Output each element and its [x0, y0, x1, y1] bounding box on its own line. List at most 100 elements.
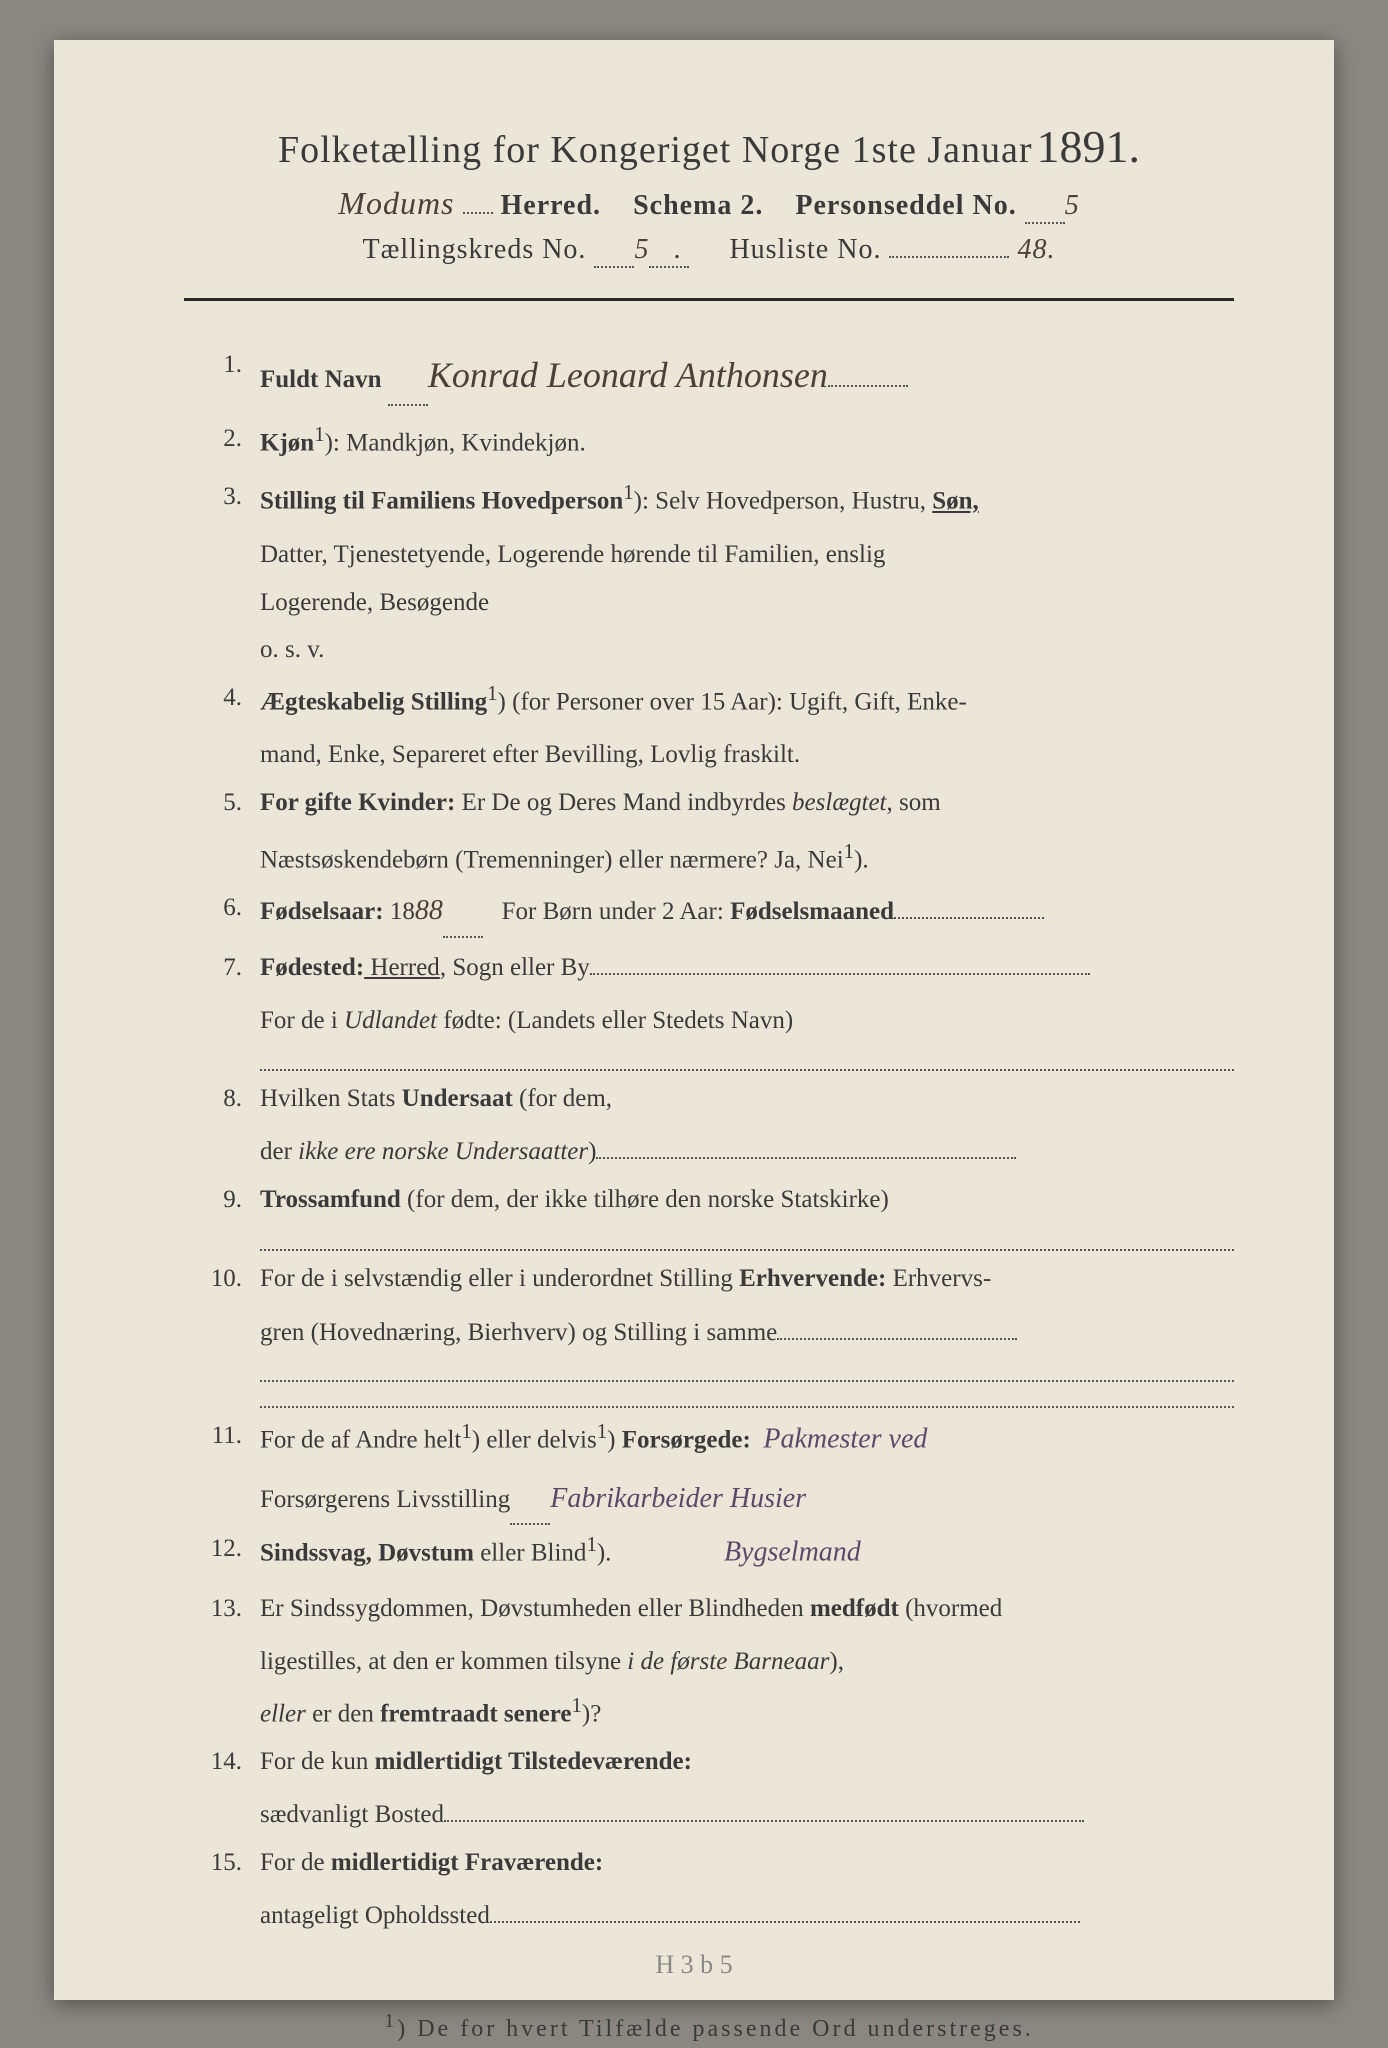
text: (for dem, der ikke tilhøre den norske St…: [401, 1186, 889, 1213]
bottom-annotation: H 3 b 5: [655, 1950, 732, 1980]
text: (for dem,: [513, 1085, 612, 1112]
field-2: 2. Kjøn1): Mandkjøn, Kvindekjøn.: [184, 415, 1234, 467]
dotted-fill: [510, 1476, 550, 1526]
field-num: 14.: [184, 1738, 260, 1786]
hand-value-3: Bygselmand: [724, 1537, 861, 1568]
field-11-line2: Forsørgerens Livsstilling Fabrikarbeider…: [184, 1472, 1234, 1526]
field-label: Fødselsaar:: [260, 898, 384, 925]
year-prefix: 18: [384, 898, 415, 925]
dotted-fill: [444, 1820, 1084, 1822]
footnote: 1) De for hvert Tilfælde passende Ord un…: [184, 2010, 1234, 2043]
field-content: Er Sindssygdommen, Døvstumheden eller Bl…: [260, 1585, 1234, 1633]
sup: 1: [461, 1419, 471, 1443]
field-num: 13.: [184, 1585, 260, 1633]
dotted-fill: [828, 385, 908, 387]
field-content: Trossamfund (for dem, der ikke tilhøre d…: [260, 1176, 1234, 1224]
field-num: 12.: [184, 1525, 260, 1579]
dotted-fill: [463, 212, 493, 214]
field-content: For de af Andre helt1) eller delvis1) Fo…: [260, 1412, 1234, 1466]
text: Er Sindssygdommen, Døvstumheden eller Bl…: [260, 1595, 810, 1622]
field-content: Kjøn1): Mandkjøn, Kvindekjøn.: [260, 415, 1234, 467]
field-8: 8. Hvilken Stats Undersaat (for dem,: [184, 1075, 1234, 1123]
field-num: 9.: [184, 1176, 260, 1224]
sup: 1: [571, 1693, 581, 1717]
field-12: 12. Sindssvag, Døvstum eller Blind1). By…: [184, 1525, 1234, 1579]
field-3-line3: Logerende, Besøgende: [184, 579, 1234, 627]
field-content: Fødselsaar: 1888 For Børn under 2 Aar: F…: [260, 884, 1234, 938]
dotted-fill: [1025, 190, 1065, 224]
field-num: 5.: [184, 779, 260, 827]
field-num: 2.: [184, 415, 260, 467]
field-4: 4. Ægteskabelig Stilling1) (for Personer…: [184, 674, 1234, 726]
field-num: 1.: [184, 341, 260, 409]
field-7: 7. Fødested: Herred, Sogn eller By: [184, 944, 1234, 992]
text: , Sogn eller By: [440, 954, 590, 981]
text: Forsørgerens Livsstilling: [260, 1486, 510, 1513]
field-label: Erhvervende:: [739, 1265, 886, 1292]
text: ): [607, 1427, 622, 1454]
field-content: Fuldt Navn Konrad Leonard Anthonsen: [260, 341, 1234, 409]
sup: 1: [844, 839, 854, 863]
field-13-line2: ligestilles, at den er kommen tilsyne i …: [184, 1638, 1234, 1686]
text: eller Blind: [474, 1540, 586, 1567]
dotted-fill: [590, 973, 1090, 975]
dotted-fill: [490, 1921, 1080, 1923]
field-7-line2: For de i Udlandet fødte: (Landets eller …: [184, 997, 1234, 1045]
sup: 1: [623, 480, 633, 504]
text: Hvilken Stats: [260, 1085, 402, 1112]
text: fødte: (Landets eller Stedets Navn): [437, 1007, 793, 1034]
sup: 1: [597, 1419, 607, 1443]
field-num: 3.: [184, 473, 260, 525]
field-5: 5. For gifte Kvinder: Er De og Deres Man…: [184, 779, 1234, 827]
text: er den: [306, 1700, 380, 1727]
field-5-line2: Næstsøskendebørn (Tremenninger) eller næ…: [184, 832, 1234, 884]
herred-underline: Herred: [364, 954, 440, 981]
field-9: 9. Trossamfund (for dem, der ikke tilhør…: [184, 1176, 1234, 1224]
subheader-2: Tællingskreds No. 5 . Husliste No. 48.: [184, 234, 1234, 268]
form-body: 1. Fuldt Navn Konrad Leonard Anthonsen 2…: [184, 341, 1234, 1940]
text: (hvormed: [899, 1595, 1002, 1622]
field-label: For gifte Kvinder:: [260, 789, 455, 816]
field-6: 6. Fødselsaar: 1888 For Børn under 2 Aar…: [184, 884, 1234, 938]
text: For de i selvstændig eller i underordnet…: [260, 1265, 739, 1292]
text: ) (for Personer over 15 Aar): Ugift, Gif…: [498, 688, 967, 715]
text: antageligt Opholdssted: [260, 1902, 490, 1929]
field-label: Forsørgede:: [622, 1427, 751, 1454]
personseddel-value: 5: [1065, 190, 1080, 221]
sup: 1: [487, 681, 497, 705]
field-4-line2: mand, Enke, Separeret efter Bevilling, L…: [184, 731, 1234, 779]
field-15: 15. For de midlertidigt Fraværende:: [184, 1839, 1234, 1887]
text: , som: [886, 789, 940, 816]
dotted-fill: [894, 917, 1044, 919]
text: gren (Hovednæring, Bierhverv) og Stillin…: [260, 1319, 777, 1346]
field-content: For gifte Kvinder: Er De og Deres Mand i…: [260, 779, 1234, 827]
hand-value-2: Fabrikarbeider Husier: [550, 1483, 806, 1514]
herred-value: Modums: [338, 185, 454, 221]
field-label: midlertidigt Fraværende:: [331, 1849, 603, 1876]
field-13: 13. Er Sindssygdommen, Døvstumheden elle…: [184, 1585, 1234, 1633]
fuldt-navn-value: Konrad Leonard Anthonsen: [428, 355, 828, 395]
text-italic: i de første Barneaar: [627, 1648, 829, 1675]
personseddel-label: Personseddel No.: [795, 190, 1016, 221]
text: ),: [829, 1648, 844, 1675]
beslaegtet: beslægtet: [792, 789, 886, 816]
son-underlined: Søn,: [932, 488, 979, 515]
field-label: Undersaat: [402, 1085, 513, 1112]
field-label: Fødested:: [260, 954, 364, 981]
text: Næstsøskendebørn (Tremenninger) eller næ…: [260, 847, 844, 874]
header-divider: [184, 298, 1234, 301]
census-form-page: Folketælling for Kongeriget Norge 1ste J…: [54, 40, 1334, 2000]
hand-value-1: Pakmester ved: [763, 1424, 927, 1455]
text: For de kun: [260, 1748, 375, 1775]
text: der: [260, 1138, 298, 1165]
dotted-line: [260, 1386, 1234, 1408]
dotted-fill: [777, 1338, 1017, 1340]
sup: 1: [314, 422, 324, 446]
field-10-line2: gren (Hovednæring, Bierhverv) og Stillin…: [184, 1309, 1234, 1357]
field-content: For de kun midlertidigt Tilstedeværende:: [260, 1738, 1234, 1786]
dotted-line: [260, 1049, 1234, 1071]
field-label: Kjøn: [260, 430, 314, 457]
field-label: Sindssvag, Døvstum: [260, 1540, 474, 1567]
field-label: Trossamfund: [260, 1186, 401, 1213]
field-content: For de i selvstændig eller i underordnet…: [260, 1255, 1234, 1303]
